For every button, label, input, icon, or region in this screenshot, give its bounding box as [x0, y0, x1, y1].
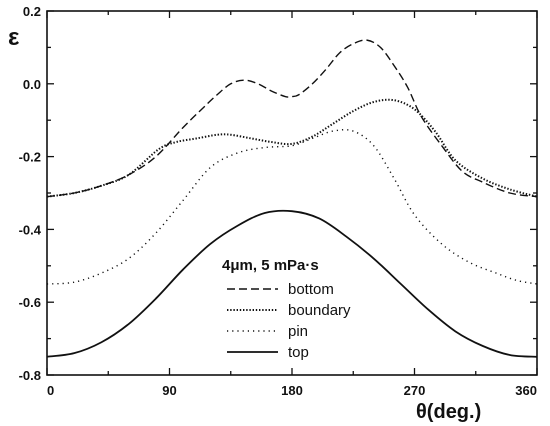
y-tick-label: -0.8 — [19, 368, 41, 383]
legend-label-bottom: bottom — [288, 281, 334, 298]
series-line-top — [46, 209, 538, 358]
x-tick-label: 0 — [47, 383, 54, 398]
x-tick-label: 90 — [162, 383, 176, 398]
y-tick-label: 0.2 — [23, 4, 41, 19]
x-tick-label: 270 — [404, 383, 426, 398]
plot-frame — [46, 10, 538, 376]
plot-series — [46, 39, 538, 358]
axes: 0.2 0.0 -0.2 -0.4 -0.6 -0.8 0 90 180 270 360 — [19, 4, 538, 398]
legend-title: 4μm, 5 mPa·s — [222, 257, 319, 274]
series-line-pin — [46, 129, 538, 285]
legend-label-boundary: boundary — [288, 302, 351, 319]
legend-label-pin: pin — [288, 323, 308, 340]
x-tick-label: 360 — [515, 383, 537, 398]
series-line-bottom — [46, 39, 538, 198]
y-tick-label: 0.0 — [23, 77, 41, 92]
legend: 4μm, 5 mPa·s bottom boundary pin top — [222, 257, 351, 361]
y-tick-label: -0.2 — [19, 150, 41, 165]
y-tick-label: -0.6 — [19, 295, 41, 310]
x-axis-label: θ(deg.) — [416, 401, 481, 423]
series-line-boundary — [46, 98, 538, 198]
x-tick-label: 180 — [281, 383, 303, 398]
legend-label-top: top — [288, 344, 309, 361]
y-axis-label: ε — [8, 24, 19, 51]
y-tick-label: -0.4 — [19, 222, 42, 237]
